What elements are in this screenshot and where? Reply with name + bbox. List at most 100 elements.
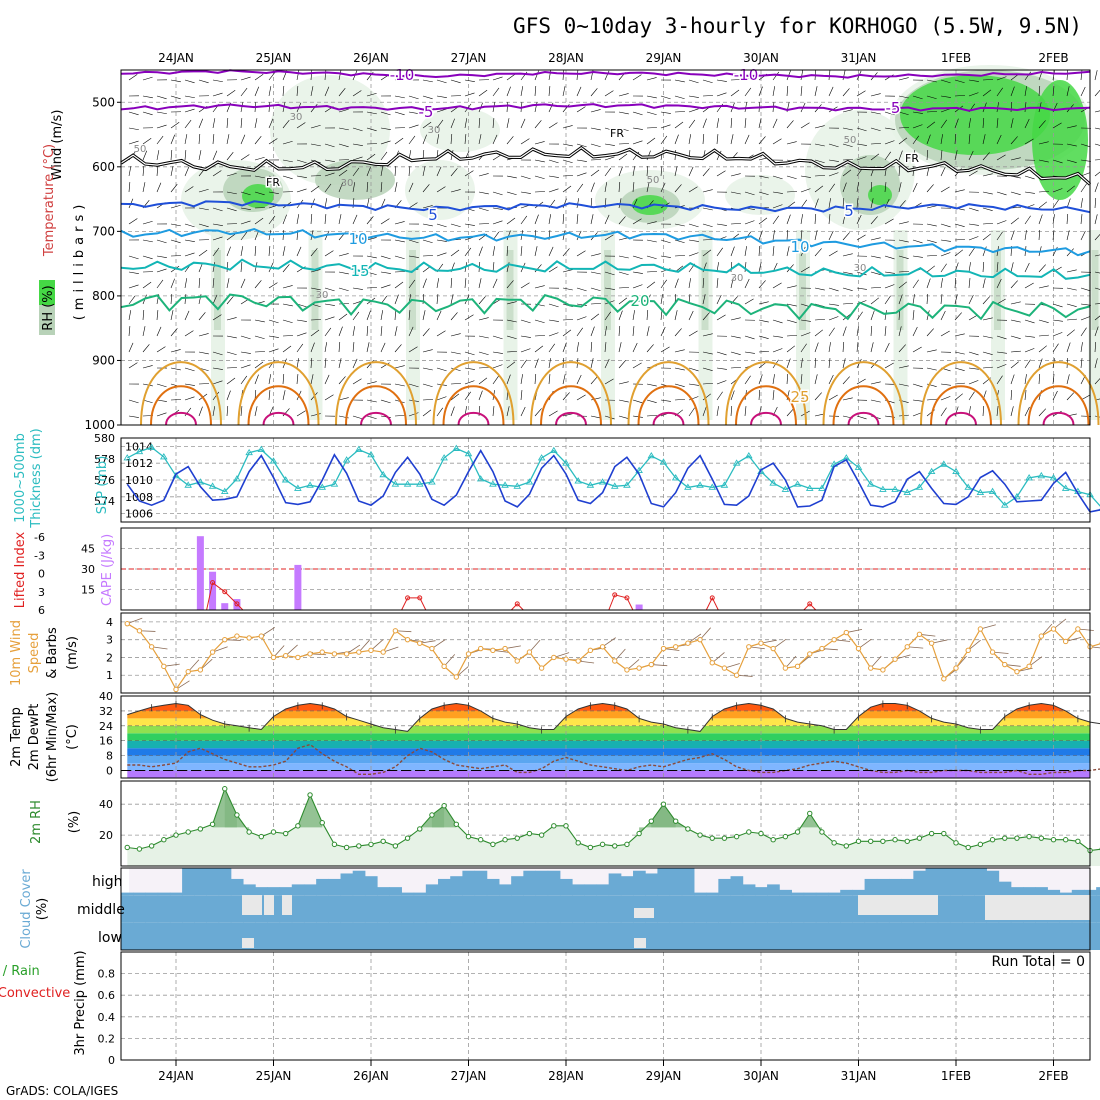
- wind-barb: [828, 250, 838, 257]
- wind-barb: [464, 367, 475, 370]
- temp-contour-30: [930, 385, 992, 426]
- wind-barb: [926, 239, 937, 243]
- wind-barb: [296, 70, 300, 81]
- wind-barb: [884, 111, 895, 116]
- temp-contour-30: [540, 385, 602, 426]
- cloud-cell: [815, 922, 829, 950]
- wind-barb: [394, 255, 405, 260]
- cloud-cell: [255, 922, 268, 950]
- wind-barb: [492, 220, 503, 225]
- wind-barb: [548, 374, 551, 385]
- wind-barb: [394, 281, 404, 289]
- wind-barb: [1052, 122, 1062, 129]
- wind-barb: [212, 294, 218, 305]
- wind-barb: [310, 374, 314, 385]
- wind-barb: [730, 390, 735, 401]
- wind-barb: [940, 383, 951, 386]
- wind-barb: [492, 191, 503, 196]
- wind-barb: [898, 95, 909, 99]
- wind-barb: [422, 328, 430, 337]
- wind-barb: [674, 134, 679, 145]
- wind-barb: [954, 238, 965, 241]
- cloud-cell: [962, 868, 975, 896]
- wind-barb: [506, 217, 516, 225]
- wind-barb: [436, 407, 443, 417]
- wind-speed-point: [770, 645, 776, 652]
- wind-barb: [492, 87, 500, 97]
- wind-barb: [1052, 230, 1055, 241]
- wind-barb: [674, 255, 685, 257]
- cloud-cell: [876, 878, 890, 896]
- wind-barb: [1080, 303, 1091, 306]
- cloud-cell: [279, 887, 293, 896]
- wind-barb: [870, 182, 873, 193]
- wind-barb: [772, 335, 783, 338]
- wind-barb: [1066, 214, 1069, 225]
- wind-barb: [394, 137, 404, 145]
- wind-barb: [926, 150, 929, 161]
- rh-plume-core: [701, 250, 709, 330]
- cloud-cell: [547, 895, 561, 923]
- wind-barb: [506, 361, 516, 369]
- rh-point: [636, 830, 642, 837]
- wind-barb: [142, 255, 153, 260]
- li-tick-label: -6: [34, 531, 45, 544]
- contour-label: FR: [610, 127, 624, 140]
- wind-barb: [814, 230, 818, 241]
- wind-barb: [996, 87, 1003, 97]
- cloud-cell: [133, 892, 147, 896]
- cloud-cell: [962, 922, 975, 950]
- wind-barb: [338, 342, 341, 353]
- wind-barb: [156, 239, 167, 244]
- wind-barb: [688, 239, 699, 242]
- wind-barb: [562, 70, 565, 81]
- wind-barb: [408, 124, 419, 129]
- cloud-cell: [852, 889, 866, 896]
- wind-barb: [450, 351, 461, 355]
- wind-barb: [660, 135, 668, 145]
- wind-barb: [394, 76, 405, 81]
- wind-speed-point: [429, 645, 435, 652]
- cloud-cell: [998, 881, 1012, 896]
- wind-barb: [1094, 342, 1097, 353]
- rh-point: [356, 843, 362, 849]
- wind-barb: [828, 394, 838, 401]
- cloud-cell: [486, 922, 500, 950]
- wind-barb: [898, 294, 903, 305]
- wind-barb: [478, 207, 489, 212]
- wind-barb: [1024, 138, 1034, 145]
- wind-speed-point: [807, 651, 813, 657]
- wind-barb: [674, 383, 685, 387]
- wind-barb: [618, 216, 626, 225]
- wind-barb: [394, 415, 405, 417]
- date-label-top: 27JAN: [451, 51, 487, 65]
- wind-barb: [450, 393, 460, 401]
- cloud-cell: [718, 922, 732, 950]
- wind-barb: [170, 239, 181, 244]
- slp-tick-label: 1014: [125, 440, 153, 453]
- wind-speed-point: [295, 654, 301, 661]
- wind-barb: [1010, 406, 1014, 417]
- cloud-cell: [864, 878, 878, 896]
- wind-barb: [170, 166, 174, 177]
- wind-barb: [156, 412, 167, 417]
- cloud-cell: [669, 868, 683, 896]
- wind-barb: [254, 175, 265, 179]
- wind-barb: [310, 214, 313, 225]
- wind-barb: [898, 166, 901, 177]
- wind-barb: [436, 396, 447, 401]
- wind-barb: [520, 215, 528, 225]
- cloud-cell: [243, 884, 256, 896]
- wind-barb: [338, 376, 346, 385]
- rh-point: [624, 841, 630, 848]
- wind-barb: [842, 232, 850, 241]
- cloud-cell: [596, 922, 610, 950]
- cloud-gap: [858, 895, 938, 915]
- wind-barb: [618, 297, 628, 305]
- wind-barb: [982, 118, 985, 129]
- cloud-cell: [194, 868, 207, 896]
- wind-barb: [184, 95, 195, 99]
- wind-barb: [926, 254, 937, 257]
- wind-barb: [324, 342, 328, 353]
- upper-ylabel-temp: Temperature (°C): [42, 144, 57, 257]
